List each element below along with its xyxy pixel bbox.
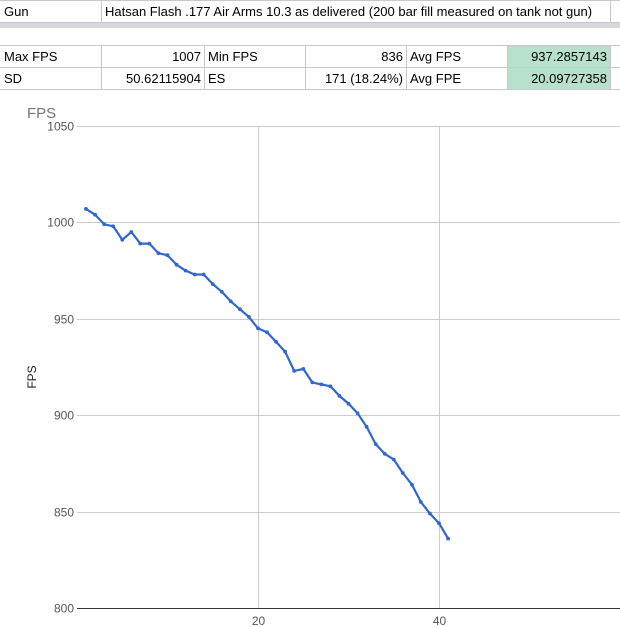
es-value[interactable]: 171 (18.24%) bbox=[324, 71, 403, 86]
data-point[interactable] bbox=[93, 212, 97, 217]
y-axis-ticks: 800 850 900 950 1000 1050 bbox=[47, 120, 74, 616]
min-fps-value[interactable]: 836 bbox=[381, 49, 403, 64]
data-point[interactable] bbox=[183, 268, 188, 273]
data-point[interactable] bbox=[120, 237, 125, 242]
data-point[interactable] bbox=[419, 500, 423, 504]
data-point[interactable] bbox=[147, 241, 152, 246]
frozen-divider bbox=[0, 23, 620, 28]
avg-fpe-label[interactable]: Avg FPE bbox=[410, 71, 462, 86]
data-point[interactable] bbox=[238, 307, 242, 312]
data-point[interactable] bbox=[102, 222, 107, 227]
min-fps-label[interactable]: Min FPS bbox=[208, 49, 258, 64]
data-point[interactable] bbox=[328, 384, 333, 389]
data-point[interactable] bbox=[364, 424, 369, 429]
data-point[interactable] bbox=[355, 411, 360, 416]
data-point[interactable] bbox=[84, 207, 88, 211]
data-point[interactable] bbox=[219, 289, 224, 294]
data-point[interactable] bbox=[446, 536, 450, 541]
data-point[interactable] bbox=[283, 349, 287, 354]
data-point[interactable] bbox=[210, 282, 215, 286]
fps-series-points bbox=[84, 207, 450, 541]
x-tick-label: 20 bbox=[252, 614, 266, 627]
data-point[interactable] bbox=[165, 253, 170, 258]
data-point[interactable] bbox=[274, 340, 278, 344]
max-fps-value[interactable]: 1007 bbox=[172, 49, 201, 64]
y-tick-label: 800 bbox=[54, 602, 74, 616]
sd-label[interactable]: SD bbox=[4, 71, 23, 86]
avg-fps-value[interactable]: 937.2857143 bbox=[508, 46, 610, 67]
y-axis-label: FPS bbox=[25, 365, 39, 388]
data-point[interactable] bbox=[391, 457, 396, 462]
gun-value-cell[interactable]: Hatsan Flash .177 Air Arms 10.3 as deliv… bbox=[105, 4, 593, 19]
x-tick-label: 40 bbox=[433, 614, 447, 627]
fps-series-line bbox=[85, 207, 450, 540]
avg-fpe-value[interactable]: 20.09727358 bbox=[508, 68, 610, 89]
chart-title: FPS bbox=[27, 105, 56, 122]
gun-label-cell[interactable]: Gun bbox=[4, 4, 29, 19]
data-point[interactable] bbox=[292, 369, 297, 373]
avg-fps-label[interactable]: Avg FPS bbox=[410, 49, 462, 64]
data-point[interactable] bbox=[138, 241, 143, 246]
data-point[interactable] bbox=[319, 382, 324, 387]
x-axis-ticks: 20 40 bbox=[252, 614, 447, 627]
y-tick-label: 900 bbox=[54, 409, 74, 423]
chart-grid bbox=[77, 126, 620, 609]
y-tick-label: 1050 bbox=[47, 120, 74, 134]
max-fps-label[interactable]: Max FPS bbox=[4, 49, 58, 64]
data-point[interactable] bbox=[228, 299, 233, 304]
data-point[interactable] bbox=[129, 230, 134, 234]
es-label[interactable]: ES bbox=[208, 71, 226, 86]
data-point[interactable] bbox=[174, 262, 179, 267]
y-tick-label: 950 bbox=[54, 313, 74, 327]
data-point[interactable] bbox=[400, 471, 405, 475]
y-tick-label: 1000 bbox=[47, 216, 74, 230]
data-point[interactable] bbox=[337, 394, 342, 398]
data-point[interactable] bbox=[111, 224, 116, 229]
data-point[interactable] bbox=[428, 511, 432, 516]
data-point[interactable] bbox=[201, 272, 206, 277]
data-point[interactable] bbox=[310, 380, 315, 385]
y-tick-label: 850 bbox=[54, 506, 74, 520]
data-point[interactable] bbox=[437, 521, 441, 526]
data-point[interactable] bbox=[247, 315, 251, 319]
sd-value[interactable]: 50.62115904 bbox=[126, 71, 201, 86]
data-point[interactable] bbox=[301, 367, 306, 371]
data-point[interactable] bbox=[156, 251, 161, 256]
data-point[interactable] bbox=[256, 326, 260, 331]
data-point[interactable] bbox=[382, 451, 387, 456]
data-point[interactable] bbox=[373, 442, 378, 446]
data-point[interactable] bbox=[265, 330, 269, 335]
data-point[interactable] bbox=[410, 482, 414, 487]
data-point[interactable] bbox=[346, 401, 351, 406]
data-point[interactable] bbox=[192, 272, 197, 277]
